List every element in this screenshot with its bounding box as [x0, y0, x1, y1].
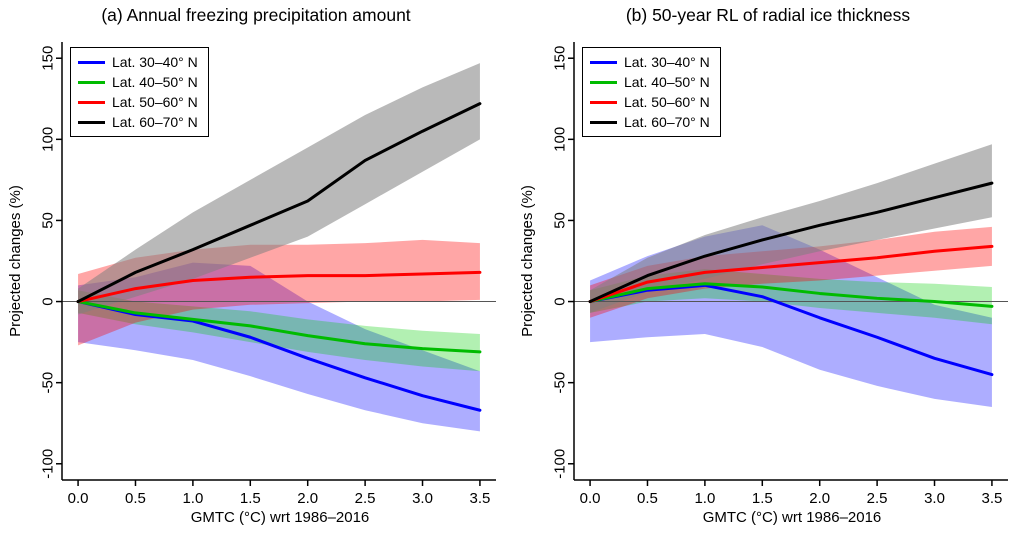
legend-line-swatch-blue — [78, 60, 105, 64]
band-lat-60-70 — [78, 63, 480, 315]
band-lat-50-60 — [590, 226, 992, 318]
panel-b-plot: 0.0 0.5 1.0 1.5 2.0 2.5 3.0 3.5 -100 -50 0 50 100 150 — [512, 0, 1024, 538]
legend-entry: Lat. 30–40° N — [78, 52, 198, 72]
y-tick-label: 50 — [552, 212, 569, 229]
x-tick-label: 3.0 — [924, 490, 945, 507]
legend-label: Lat. 30–40° N — [112, 54, 198, 70]
chart-canvas-b: 0.0 0.5 1.0 1.5 2.0 2.5 3.0 3.5 -100 -50 0 50 100 150 — [552, 42, 1008, 507]
x-tick-label: 2.5 — [867, 490, 888, 507]
panel-a-plot: 0.0 0.5 1.0 1.5 2.0 2.5 3.0 3.5 -100 -50 0 50 100 150 — [40, 42, 496, 507]
legend-line-swatch-black — [590, 120, 617, 124]
band-lat-60-70 — [590, 144, 992, 313]
legend-entry: Lat. 40–50° N — [78, 72, 198, 92]
x-tick-label: 0.0 — [580, 490, 601, 507]
y-tick-label: 0 — [40, 297, 57, 305]
legend-entry: Lat. 60–70° N — [590, 112, 710, 132]
y-tick-label: 150 — [552, 46, 569, 71]
line-lat-30-40 — [76, 300, 482, 412]
legend-label: Lat. 60–70° N — [624, 114, 710, 130]
panel-a-x-axis-label: GMTC (°C) wrt 1986–2016 — [190, 509, 370, 526]
panel-a: (a) Annual freezing precipitation amount… — [7, 5, 496, 526]
legend-entry: Lat. 50–60° N — [78, 92, 198, 112]
x-tick-label: 3.0 — [412, 490, 433, 507]
legend-label: Lat. 30–40° N — [624, 54, 710, 70]
x-tick-label: 1.0 — [694, 490, 715, 507]
chart-canvas-a: 0.0 0.5 1.0 1.5 2.0 2.5 3.0 3.5 -100 -50 0 50 100 150 — [40, 42, 496, 507]
x-tick-label: 1.5 — [752, 490, 773, 507]
line-lat-40-50 — [588, 282, 994, 308]
x-tick-label: 2.0 — [297, 490, 318, 507]
legend-line-swatch-green — [590, 80, 617, 84]
legend-label: Lat. 50–60° N — [112, 94, 198, 110]
panel-b-legend: Lat. 30–40° N Lat. 40–50° N Lat. 50–60° … — [582, 47, 721, 137]
y-tick-label: 0 — [552, 297, 569, 305]
legend-entry: Lat. 50–60° N — [590, 92, 710, 112]
y-tick-label: -100 — [552, 449, 569, 479]
legend-entry: Lat. 60–70° N — [78, 112, 198, 132]
panel-b-x-axis-label: GMTC (°C) wrt 1986–2016 — [702, 509, 882, 526]
y-tick-label: 100 — [552, 127, 569, 152]
x-tick-label: 0.5 — [637, 490, 658, 507]
y-tick-label: -100 — [40, 449, 57, 479]
line-lat-50-60 — [588, 244, 994, 304]
panel-b-title: (b) 50-year RL of radial ice thickness — [625, 5, 911, 25]
line-lat-40-50 — [76, 300, 482, 354]
legend-label: Lat. 50–60° N — [624, 94, 710, 110]
band-lat-40-50 — [590, 269, 992, 325]
line-lat-60-70 — [588, 181, 994, 304]
y-tick-label: 50 — [40, 212, 57, 229]
legend-label: Lat. 60–70° N — [112, 114, 198, 130]
x-tick-label: 1.0 — [182, 490, 203, 507]
legend-entry: Lat. 30–40° N — [590, 52, 710, 72]
x-tick-label: 0.5 — [125, 490, 146, 507]
legend-line-swatch-green — [78, 80, 105, 84]
panel-a-legend: Lat. 30–40° N Lat. 40–50° N Lat. 50–60° … — [70, 47, 209, 137]
line-lat-50-60 — [76, 270, 482, 304]
line-lat-60-70 — [76, 102, 482, 304]
x-tick-label: 3.5 — [469, 490, 490, 507]
panel-b: (b) 50-year RL of radial ice thickness P… — [512, 0, 1024, 538]
y-tick-label: -50 — [552, 372, 569, 394]
x-tick-label: 1.5 — [240, 490, 261, 507]
x-tick-label: 2.0 — [809, 490, 830, 507]
legend-label: Lat. 40–50° N — [624, 74, 710, 90]
x-tick-label: 2.5 — [355, 490, 376, 507]
x-tick-label: 0.0 — [68, 490, 89, 507]
legend-line-swatch-red — [590, 100, 617, 104]
y-tick-label: 150 — [40, 46, 57, 71]
y-tick-label: 100 — [40, 127, 57, 152]
legend-label: Lat. 40–50° N — [112, 74, 198, 90]
legend-entry: Lat. 40–50° N — [590, 72, 710, 92]
legend-line-swatch-red — [78, 100, 105, 104]
panel-a-title: (a) Annual freezing precipitation amount — [101, 5, 411, 25]
x-tick-label: 3.5 — [981, 490, 1002, 507]
legend-line-swatch-blue — [590, 60, 617, 64]
legend-line-swatch-black — [78, 120, 105, 124]
y-tick-label: -50 — [40, 372, 57, 394]
line-lat-30-40 — [588, 283, 994, 377]
